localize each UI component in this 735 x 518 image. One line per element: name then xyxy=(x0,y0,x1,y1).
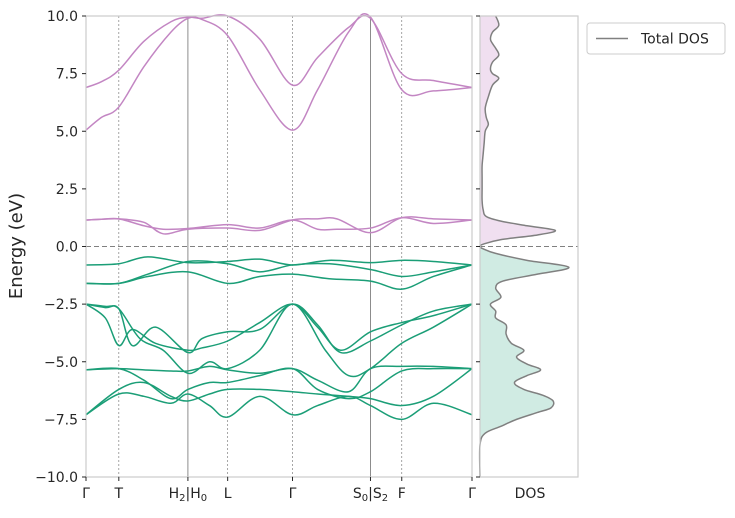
band-curves xyxy=(85,13,473,421)
y-tick-label-4: 0.0 xyxy=(56,240,78,256)
dos-y-ticks xyxy=(476,15,480,478)
x-tick-label-7: Γ xyxy=(468,486,476,502)
valence-band-6 xyxy=(85,303,473,378)
y-tick-label-1: −7.5 xyxy=(44,412,78,428)
valence-band-2 xyxy=(85,260,473,285)
conduction-band-1 xyxy=(85,216,473,231)
valence-band-3 xyxy=(85,264,473,290)
y-tick-label-5: 2.5 xyxy=(56,182,78,198)
valence-band-9 xyxy=(85,368,473,416)
y-axis-ticks: −10.0 −7.5 −5.0 −2.5 0.0 2.5 5.0 7.5 10.0 xyxy=(35,9,86,486)
y-tick-label-8: 10.0 xyxy=(47,9,78,25)
valence-band-5 xyxy=(85,303,473,352)
y-tick-label-2: −5.0 xyxy=(44,355,78,371)
x-tick-label-5: S0|S2 xyxy=(353,486,388,504)
dos-conduction-fill xyxy=(480,16,556,247)
dos-x-label: DOS xyxy=(515,486,546,502)
legend: Total DOS xyxy=(586,22,726,55)
x-tick-label-3: L xyxy=(224,486,232,502)
conduction-band-2 xyxy=(85,216,473,235)
conduction-band-4 xyxy=(85,14,473,89)
dos-valence-fill xyxy=(479,246,569,477)
legend-label-total-dos: Total DOS xyxy=(640,32,709,48)
y-tick-label-0: −10.0 xyxy=(35,470,78,486)
x-tick-label-6: F xyxy=(398,486,406,502)
y-axis-label: Energy (eV) xyxy=(6,193,27,299)
y-tick-label-6: 5.0 xyxy=(56,124,78,140)
valence-band-1 xyxy=(85,256,473,266)
valence-band-7 xyxy=(85,365,473,393)
band-panel: −10.0 −7.5 −5.0 −2.5 0.0 2.5 5.0 7.5 10.0 Γ T H2|H… xyxy=(6,9,476,504)
legend-box xyxy=(586,22,726,55)
x-tick-label-2: H2|H0 xyxy=(169,486,208,504)
x-tick-label-0: Γ xyxy=(82,486,90,502)
x-tick-label-4: Γ xyxy=(289,486,297,502)
y-tick-label-7: 7.5 xyxy=(56,67,78,83)
x-tick-label-1: T xyxy=(114,486,124,502)
valence-band-10 xyxy=(85,392,473,421)
x-axis-ticks: Γ T H2|H0 L Γ S0|S2 F Γ xyxy=(82,477,476,504)
y-tick-label-3: −2.5 xyxy=(44,297,78,313)
dos-panel: DOS xyxy=(476,15,579,502)
conduction-band-3 xyxy=(85,13,473,131)
